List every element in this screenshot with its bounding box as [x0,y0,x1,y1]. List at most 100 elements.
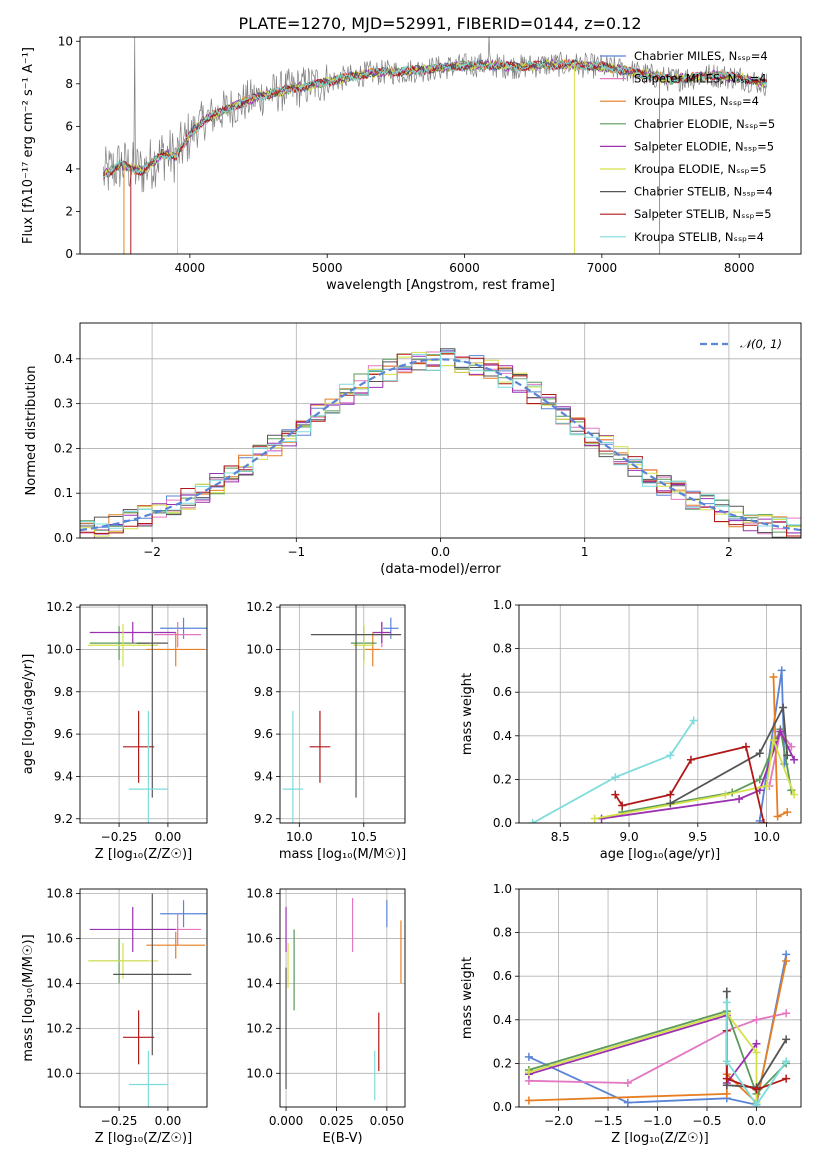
x-tick-label: −0.25 [101,830,138,844]
mass-weight-marker [722,1057,731,1066]
age-vs-metallicity-axes: −0.25 0.00 9.2 9.4 9.6 9.8 10.0 10.2 Z [log₁₀(Z/… [21,600,208,862]
mass-weight-marker [752,1048,761,1057]
y-tick-label: 0.3 [54,397,73,411]
y-tick-label: 10.6 [46,931,73,945]
y-tick-label: 0.8 [493,642,512,656]
y-tick-label: 10.2 [46,600,73,614]
mass-vs-metallicity-axes: −0.25 0.00 10.0 10.2 10.4 10.6 10.8 Z [log₁₀(Z/… [21,886,208,1146]
x-axis-label: E(B-V) [322,1131,362,1146]
weight-vs-metallicity-axes: −2.0 −1.5 −1.0 −0.5 0.0 0.0 0.2 0.4 0.6 0.8 1.0 Z [… [460,882,802,1146]
x-tick-label: 9.0 [620,830,639,844]
x-axis-label: wavelength [Angstrom, rest frame] [326,278,555,293]
axes-frame [518,604,802,824]
mass-weight-marker [722,1089,731,1098]
mass-weight-marker [755,775,764,784]
mass-weight-marker [782,1009,791,1018]
mass-weight-line [725,1002,787,1107]
mass-weight-marker [752,1085,761,1094]
plot-area [80,348,801,538]
mass-weight-marker [524,1068,533,1077]
y-tick-label: 0.2 [493,772,512,786]
plot-area [528,666,799,823]
y-tick-label: 10.8 [46,886,73,900]
x-tick-label: 10.0 [286,830,313,844]
axes-frame [79,888,208,1108]
mass-weight-marker [782,1057,791,1066]
mass-weight-marker [783,808,792,817]
mass-weight-marker [666,751,675,760]
residual-histogram-step [80,351,801,538]
x-tick-label: 0.000 [269,1114,303,1128]
mass-weight-marker [782,956,791,965]
x-tick-label: 0.00 [155,1114,182,1128]
mass-weight-marker [782,1074,791,1083]
x-axis-label: (data-model)/error [380,562,501,577]
model-spectrum-line [103,59,768,178]
y-tick-label: 0.0 [54,531,73,545]
y-axis-label: Normed distribution [24,366,39,496]
axes-frame [518,888,802,1108]
y-tick-label: 0.6 [493,969,512,983]
mass-weight-marker [777,666,786,675]
spectrum-axes: 4000 5000 6000 7000 8000 0 2 4 6 8 10 wavelength [A… [21,34,802,293]
axes-frame [279,888,406,1108]
x-tick-label: 1 [581,545,589,559]
y-tick-label: 0.6 [493,685,512,699]
y-tick-label: 10.4 [46,976,73,990]
mass-weight-marker [769,736,778,745]
mass-weight-marker [611,773,620,782]
mass-weight-marker [769,672,778,681]
mass-weight-marker [741,742,750,751]
x-tick-label: 8.5 [551,830,570,844]
x-tick-label: −1.5 [593,1114,622,1128]
y-tick-label: 0 [65,247,73,261]
mass-weight-line [614,745,765,823]
mass-weight-marker [590,814,599,823]
x-tick-label: 0.025 [319,1114,353,1128]
y-tick-label: 0.8 [493,926,512,940]
y-tick-label: 0.4 [54,352,73,366]
mass-weight-marker [611,790,620,799]
model-spectrum-line [102,59,768,177]
x-tick-label: 6000 [449,261,480,275]
y-tick-label: 10.0 [246,642,273,656]
legend-label: Salpeter ELODIE, Nₛₛₚ=5 [634,139,774,153]
x-tick-label: 8000 [724,261,755,275]
mass-weight-marker [790,790,799,799]
legend-label: Kroupa MILES, Nₛₛₚ=4 [634,94,759,108]
legend-label: Salpeter MILES, Nₛₛₚ=4 [634,72,767,86]
y-tick-label: 10.2 [246,600,273,614]
mass-weight-marker [783,751,792,760]
mass-weight-marker [689,716,698,725]
x-tick-label: −1 [287,545,305,559]
y-axis-label: Flux [fλ10⁻¹⁷ erg cm⁻² s⁻¹ A⁻¹] [21,47,36,244]
mass-weight-marker [721,790,730,799]
y-tick-label: 10.2 [246,1021,273,1035]
legend-label: Chabrier ELODIE, Nₛₛₚ=5 [634,117,775,131]
axes-frame [79,322,802,539]
plot-area [102,37,768,254]
y-tick-label: 1.0 [493,598,512,612]
x-tick-label: −0.5 [692,1114,721,1128]
axes-frame [279,604,406,824]
y-axis-label: mass weight [460,673,475,755]
y-tick-label: 0.4 [493,1013,512,1027]
y-tick-label: 9.6 [254,727,273,741]
y-tick-label: 0.4 [493,729,512,743]
mass-weight-marker [722,987,731,996]
mass-weight-marker [776,727,785,736]
mass-weight-marker [722,998,731,1007]
mass-weight-marker [524,1096,533,1105]
x-tick-label: 10.5 [350,830,377,844]
model-spectrum-line [102,58,768,181]
x-tick-label: 7000 [587,261,618,275]
normal-distribution-curve [80,358,801,532]
x-tick-label: 2 [725,545,733,559]
y-tick-label: 0.0 [493,1100,512,1114]
model-spectrum-line [102,58,768,178]
x-tick-label: 0.050 [370,1114,404,1128]
legend-label: Chabrier STELIB, Nₛₛₚ=4 [634,185,773,199]
mass-vs-ebv-axes: 0.000 0.025 0.050 10.0 10.2 10.4 10.6 10.8 E(B-V… [246,886,406,1146]
x-axis-label: Z [log₁₀(Z/Z☉)] [95,847,192,862]
y-tick-label: 10 [58,34,73,48]
